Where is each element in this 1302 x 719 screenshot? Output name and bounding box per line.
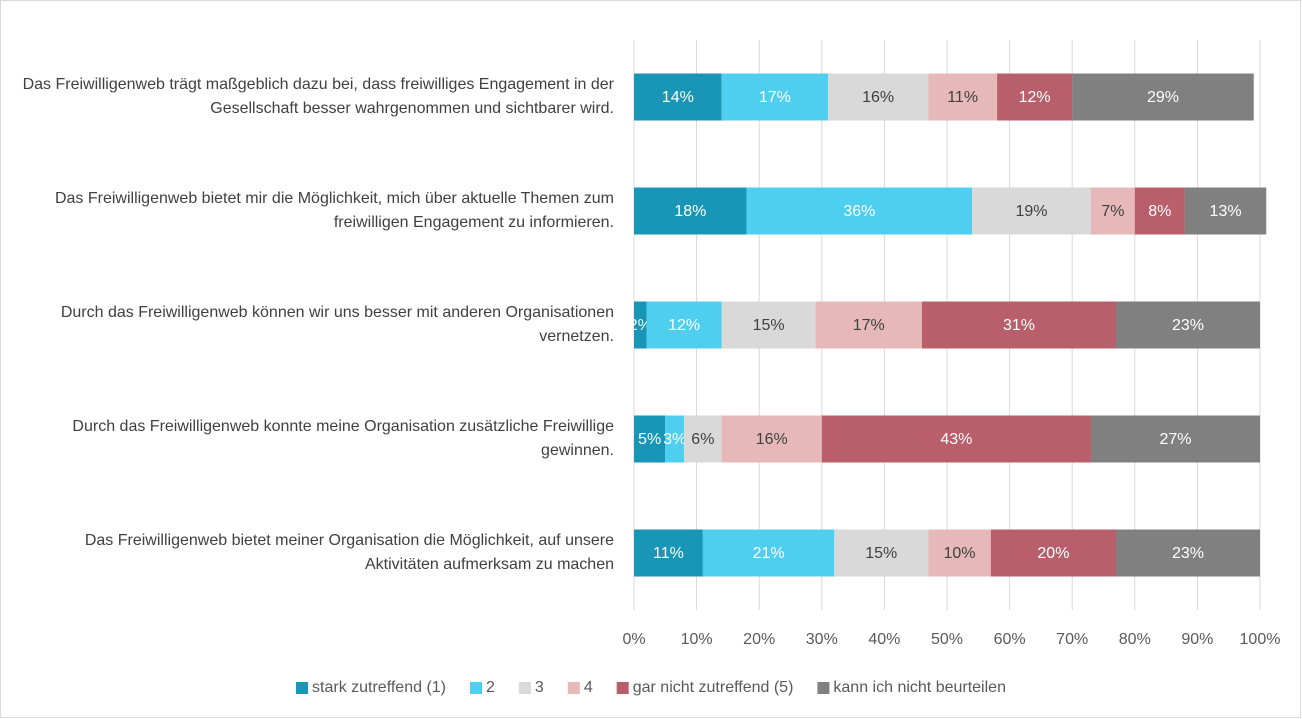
data-label: 23% [1172, 545, 1204, 562]
data-label: 16% [862, 89, 894, 106]
data-label: 7% [1101, 203, 1124, 220]
data-label: 43% [940, 431, 972, 448]
legend-swatch [567, 682, 580, 694]
x-tick-label: 60% [994, 631, 1026, 648]
bar-segment [1090, 187, 1135, 235]
x-tick-label: 10% [681, 631, 713, 648]
data-label: 15% [753, 317, 785, 334]
data-label: 5% [638, 431, 661, 448]
data-label: 11% [653, 545, 684, 562]
data-label: 27% [1159, 431, 1191, 448]
data-label: 31% [1003, 317, 1035, 334]
bar-segment [1116, 529, 1260, 577]
data-label: 20% [1037, 545, 1069, 562]
bar-segment [665, 415, 685, 463]
legend-label: 2 [486, 679, 495, 696]
bar-segment [928, 73, 998, 121]
data-label: 29% [1147, 89, 1179, 106]
bar-segment [828, 73, 929, 121]
data-label: 15% [865, 545, 897, 562]
bar-segment [634, 301, 647, 349]
bar-segment [821, 415, 1091, 463]
bar-segment [1134, 187, 1185, 235]
bar-segment [1184, 187, 1267, 235]
data-label: 12% [668, 317, 700, 334]
bar-segment [721, 415, 822, 463]
bar-segment [634, 529, 703, 577]
legend-swatch [296, 682, 309, 694]
x-tick-label: 20% [743, 631, 775, 648]
x-tick-label: 50% [931, 631, 963, 648]
bar-segment [921, 301, 1117, 349]
bar-segment [646, 301, 722, 349]
x-tick-label: 80% [1119, 631, 1151, 648]
x-tick-label: 100% [1240, 631, 1281, 648]
bar-segment [990, 529, 1117, 577]
category-label: Das Freiwilligenweb bietet meiner Organi… [84, 532, 614, 573]
x-tick-label: 70% [1056, 631, 1088, 648]
bar-segment [928, 529, 991, 577]
data-label: 21% [753, 545, 785, 562]
data-label: 3% [663, 431, 686, 448]
bar-segment [834, 529, 929, 577]
bar-segment [972, 187, 1091, 235]
legend-label: 4 [584, 679, 593, 696]
data-label: 14% [662, 89, 694, 106]
data-label: 23% [1172, 317, 1204, 334]
data-label: 17% [853, 317, 885, 334]
category-label: Das Freiwilligenweb bietet mir die Mögli… [54, 190, 614, 231]
data-label: 12% [1019, 89, 1051, 106]
data-label: 11% [947, 89, 978, 106]
bar-segment [721, 301, 816, 349]
bar-segment [1116, 301, 1260, 349]
bar-segment [721, 73, 829, 121]
data-label: 8% [1148, 203, 1171, 220]
legend-label: stark zutreffend (1) [312, 679, 446, 696]
bar-segment [746, 187, 973, 235]
bar-segment [702, 529, 835, 577]
category-label: Durch das Freiwilligenweb können wir uns… [60, 304, 614, 345]
data-label: 36% [843, 203, 875, 220]
bar-segment [1090, 415, 1260, 463]
x-tick-label: 40% [868, 631, 900, 648]
legend-swatch [518, 682, 531, 694]
data-label: 10% [944, 545, 976, 562]
x-tick-label: 30% [806, 631, 838, 648]
x-tick-label: 90% [1181, 631, 1213, 648]
data-label: 2% [629, 317, 652, 334]
bar-segment [634, 415, 666, 463]
data-label: 17% [759, 89, 791, 106]
data-label: 6% [691, 431, 714, 448]
data-label: 18% [674, 203, 706, 220]
bar-segment [1072, 73, 1254, 121]
bar-segment [634, 73, 722, 121]
x-tick-label: 0% [622, 631, 645, 648]
legend-swatch [817, 682, 830, 694]
legend-label: 3 [535, 679, 544, 696]
bar-segment [634, 187, 747, 235]
category-label: Durch das Freiwilligenweb konnte meine O… [72, 418, 614, 459]
data-label: 13% [1210, 203, 1242, 220]
bar-segment [684, 415, 722, 463]
data-label: 16% [756, 431, 788, 448]
category-label: Das Freiwilligenweb trägt maßgeblich daz… [22, 76, 614, 117]
bar-segment [997, 73, 1073, 121]
legend-label: gar nicht zutreffend (5) [633, 679, 794, 696]
legend-swatch [470, 682, 483, 694]
legend-label: kann ich nicht beurteilen [833, 679, 1006, 696]
legend-swatch [616, 682, 629, 694]
bar-segment [815, 301, 922, 349]
data-label: 19% [1015, 203, 1047, 220]
